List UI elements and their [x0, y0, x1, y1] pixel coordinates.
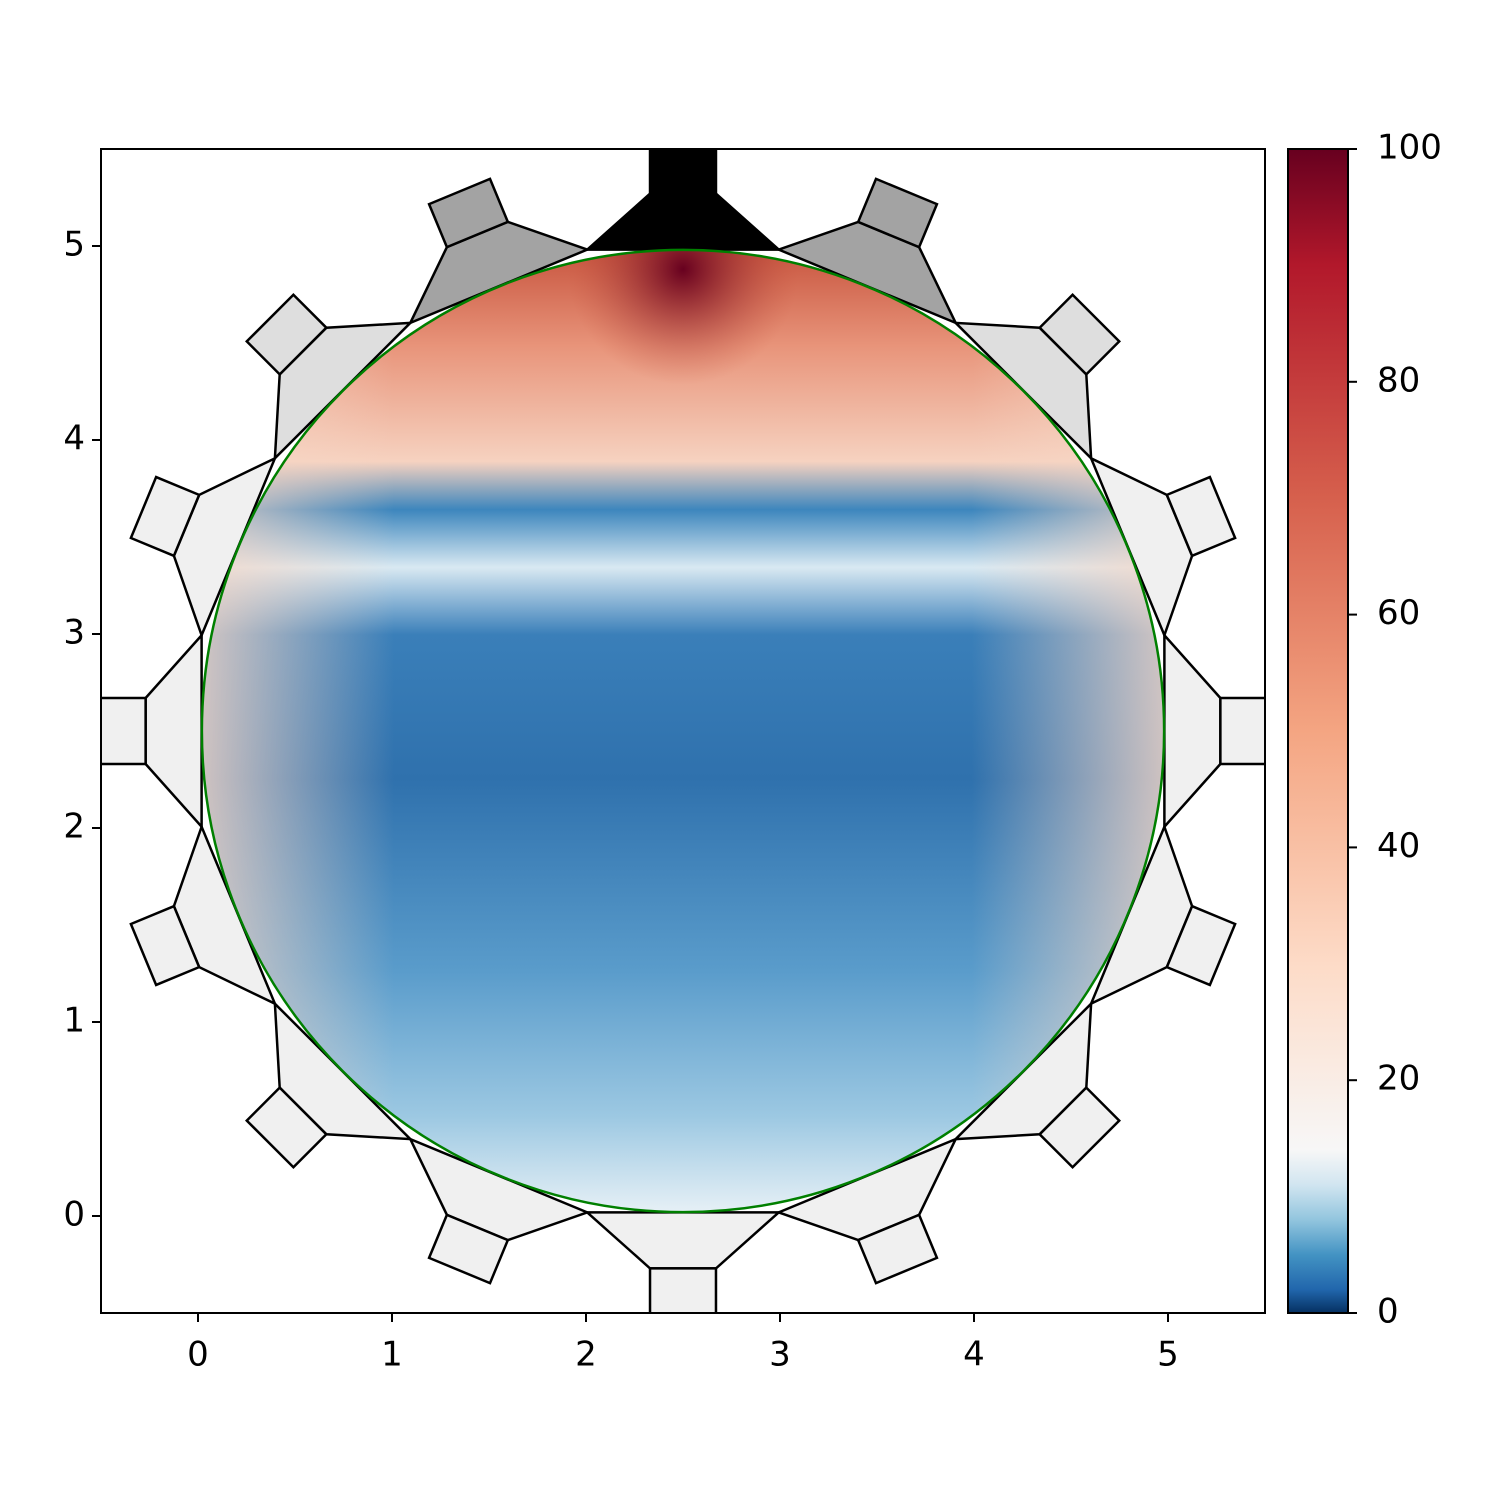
electrode: [1165, 904, 1237, 987]
electrode: [1037, 1085, 1121, 1169]
electrode: [129, 475, 201, 558]
electrode: [1165, 475, 1237, 558]
electrode: [1037, 293, 1121, 377]
electrode: [856, 1213, 939, 1285]
electrode-lead: [583, 1211, 783, 1270]
electrode: [648, 1267, 718, 1313]
field-hotspot: [201, 249, 1165, 1213]
electrode: [129, 904, 201, 987]
electrode-lead: [144, 631, 203, 831]
x-tick-label: 1: [381, 1335, 403, 1375]
electrode: [1219, 696, 1265, 766]
electrode: [101, 696, 147, 766]
colorbar-tick-label: 60: [1377, 593, 1420, 633]
colorbar-tick-label: 0: [1377, 1292, 1399, 1332]
x-tick-label: 0: [187, 1335, 209, 1375]
electrode: [245, 1085, 329, 1169]
axes-frame: [100, 148, 1266, 1314]
colorbar: [1287, 148, 1349, 1314]
y-tick-label: 1: [63, 1001, 85, 1041]
electrode: [427, 1213, 510, 1285]
y-tick-label: 3: [63, 613, 85, 653]
electrode: [650, 149, 716, 194]
x-tick-label: 2: [575, 1335, 597, 1375]
electrode-lead: [583, 192, 783, 251]
y-tick-label: 4: [63, 419, 85, 459]
y-tick-label: 2: [63, 807, 85, 847]
x-tick-label: 5: [1157, 1335, 1179, 1375]
electrode-lead: [1163, 631, 1222, 831]
colorbar-tick-label: 20: [1377, 1059, 1420, 1099]
plot-area: [101, 149, 1265, 1313]
boundary: [200, 248, 1166, 1214]
colorbar-tick-label: 100: [1377, 128, 1442, 168]
electrode: [856, 177, 939, 249]
y-tick-label: 5: [63, 225, 85, 265]
electrode: [427, 177, 510, 249]
colorbar-tick-label: 80: [1377, 360, 1420, 400]
electrode: [245, 293, 329, 377]
x-tick-label: 4: [963, 1335, 985, 1375]
x-tick-label: 3: [769, 1335, 791, 1375]
colorbar-tick-label: 40: [1377, 826, 1420, 866]
y-tick-label: 0: [63, 1195, 85, 1235]
